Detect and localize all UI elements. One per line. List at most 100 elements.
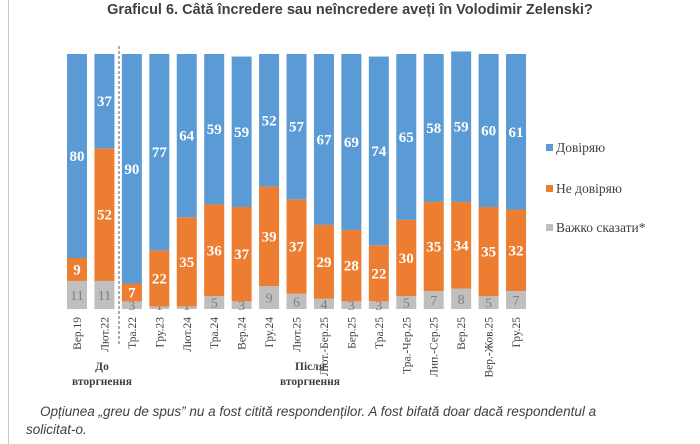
bar-segment-distrust — [478, 207, 499, 297]
data-label: 39 — [262, 229, 277, 245]
data-label: 36 — [207, 243, 223, 259]
bar-segment-hard-to-say — [341, 301, 362, 309]
data-label: 34 — [454, 238, 470, 254]
bar-segment-distrust — [149, 250, 170, 307]
bar-segment-distrust — [176, 217, 197, 307]
bar-segment-distrust — [286, 199, 307, 294]
bar-segment-trust — [396, 54, 417, 220]
bar-segment-trust — [423, 54, 444, 202]
data-label: 32 — [509, 243, 524, 259]
data-label: 7 — [128, 285, 136, 301]
bar-segment-distrust — [368, 245, 389, 302]
x-tick-label: Лип.-Сер.25 — [429, 317, 441, 377]
footnote-line1: Opțiunea „greu de spus” nu a fost citită… — [40, 404, 597, 419]
bar-segment-distrust — [396, 219, 417, 297]
bar-segment-distrust — [451, 201, 472, 289]
legend-item-trust: Довіряю — [546, 140, 605, 156]
data-label: 7 — [430, 294, 437, 309]
x-tick-label: Тра.25 — [374, 317, 386, 349]
data-label: 59 — [207, 122, 222, 138]
group-label-line1: До — [95, 361, 109, 373]
data-label: 5 — [403, 297, 410, 312]
x-tick-label: Лют.24 — [182, 317, 194, 352]
x-tick-label: Тра.-Чер.25 — [401, 317, 413, 374]
data-label: 65 — [399, 130, 414, 146]
bar-segment-hard-to-say — [478, 296, 499, 309]
bar-segment-distrust — [506, 209, 527, 292]
bar-segment-trust — [176, 54, 197, 218]
group-label-line2: вторгнення — [72, 376, 132, 388]
x-tick-label: Вер.24 — [237, 317, 249, 350]
bar-segment-trust — [286, 54, 307, 200]
bar-segment-trust — [259, 54, 280, 187]
legend-swatch-blue — [546, 144, 553, 151]
x-tick-label: Вер.19 — [72, 317, 84, 350]
data-label: 30 — [399, 251, 414, 267]
x-tick-label: Тра.22 — [127, 317, 139, 349]
x-tick-label: Лют.-Бер.25 — [319, 317, 331, 376]
x-tick-label: Лют.25 — [292, 317, 304, 352]
x-axis-labels: Вер.19 Лют.22 Тра.22 Гру.23 Лют.24 Тра.24 Вер.… — [72, 317, 523, 378]
bar-segment-distrust — [204, 204, 225, 297]
data-label: 69 — [344, 135, 359, 151]
data-label: 11 — [70, 289, 83, 304]
bar-segment-hard-to-say — [121, 301, 142, 309]
bar-segment-hard-to-say — [451, 288, 472, 309]
data-label: 5 — [211, 297, 218, 312]
bar-segment-hard-to-say — [423, 291, 444, 309]
data-label: 7 — [513, 294, 520, 309]
data-label: 11 — [98, 289, 111, 304]
data-label: 60 — [481, 124, 496, 140]
bar-segment-trust — [368, 56, 389, 246]
bar-segment-hard-to-say — [313, 298, 334, 309]
legend-label: Не довіряю — [556, 181, 622, 196]
data-label: 1 — [156, 299, 163, 314]
bar-segment-trust — [67, 54, 87, 258]
data-label: 5 — [485, 297, 492, 312]
bar-segment-hard-to-say — [176, 306, 197, 309]
bar-segment-distrust — [341, 229, 362, 302]
bar-segment-hard-to-say — [204, 296, 225, 309]
bar-segment-trust — [121, 54, 142, 284]
data-label: 90 — [124, 162, 139, 178]
bar-segment-hard-to-say — [67, 280, 87, 309]
bar-segment-trust — [204, 54, 225, 205]
data-label: 8 — [458, 293, 465, 308]
bar-segment-trust — [94, 54, 115, 149]
bar-segment-hard-to-say — [506, 291, 527, 309]
data-label: 64 — [179, 129, 195, 145]
bar-segment-hard-to-say — [396, 296, 417, 309]
bar-segment-trust — [341, 54, 362, 230]
group-label-after-invasion: Після вторгнення — [270, 360, 350, 390]
bar-segment-distrust — [313, 224, 334, 299]
data-label: 37 — [234, 247, 250, 263]
legend-item-distrust: Не довіряю — [546, 181, 622, 197]
legend-swatch-orange — [546, 185, 553, 192]
bar-segment-trust — [451, 51, 472, 202]
data-label: 35 — [179, 255, 194, 271]
data-label: 52 — [262, 113, 277, 129]
x-tick-label: Гру.25 — [511, 317, 523, 348]
bar-segment-distrust — [94, 148, 115, 281]
footnote-line2: solicitat-o. — [26, 422, 87, 437]
x-tick-label: Гру.23 — [154, 317, 166, 348]
legend-label: Важко сказати* — [556, 220, 646, 235]
data-label: 74 — [371, 144, 387, 160]
data-label: 3 — [238, 299, 245, 314]
bar-segment-hard-to-say — [94, 280, 115, 309]
data-label: 29 — [316, 255, 331, 271]
bar-segment-hard-to-say — [149, 306, 170, 309]
x-tick-label: Гру.24 — [264, 317, 276, 348]
data-label: 9 — [266, 292, 273, 307]
x-tick-label: Вер.25 — [456, 317, 468, 350]
data-label: 59 — [454, 120, 469, 136]
bar-segment-distrust — [231, 207, 252, 302]
legend-item-hard-to-say: Важко сказати* — [546, 220, 646, 236]
bar-segment-trust — [506, 54, 527, 210]
data-label: 3 — [348, 299, 355, 314]
data-label: 6 — [293, 295, 300, 310]
bar-segment-hard-to-say — [286, 293, 307, 309]
data-label: 61 — [509, 125, 524, 141]
stacked-bar-chart: 1198011523737901227713564536593375993952… — [67, 46, 527, 378]
legend-label: Довіряю — [556, 140, 606, 155]
